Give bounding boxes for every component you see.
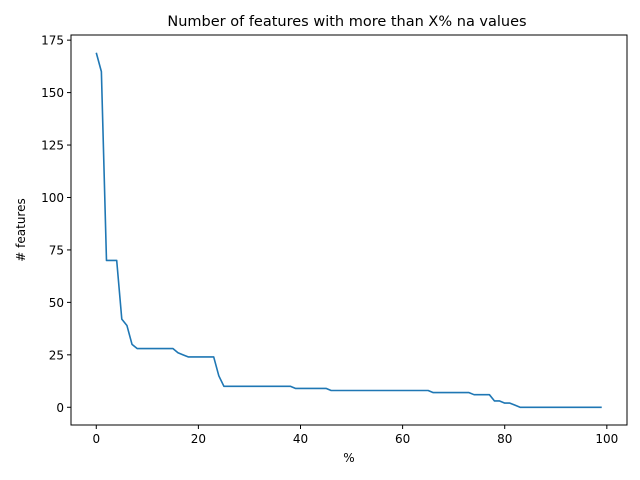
plot-area [70, 34, 628, 426]
x-axis: 0 20 40 60 80 100 [92, 425, 618, 446]
chart-title: Number of features with more than X% na … [167, 14, 526, 30]
x-tick-label: 20 [191, 432, 206, 446]
x-tick-label: 60 [395, 432, 410, 446]
y-axis: 0 25 50 75 100 125 150 175 [41, 34, 71, 415]
plot-frame [70, 34, 628, 426]
y-axis-label: # features [14, 198, 28, 261]
y-tick-label: 25 [49, 348, 64, 362]
x-tick-label: 0 [92, 432, 100, 446]
y-tick-label: 125 [41, 139, 64, 153]
x-tick-label: 100 [595, 432, 618, 446]
y-tick-label: 175 [41, 34, 64, 48]
y-tick-label: 50 [49, 296, 64, 310]
x-tick-label: 40 [293, 432, 308, 446]
x-axis-label: % [343, 451, 354, 465]
y-tick-label: 75 [49, 243, 64, 257]
x-tick-label: 80 [497, 432, 512, 446]
y-tick-label: 150 [41, 86, 64, 100]
series-line [95, 52, 602, 409]
y-tick-label: 0 [56, 401, 64, 415]
y-tick-label: 100 [41, 191, 64, 205]
